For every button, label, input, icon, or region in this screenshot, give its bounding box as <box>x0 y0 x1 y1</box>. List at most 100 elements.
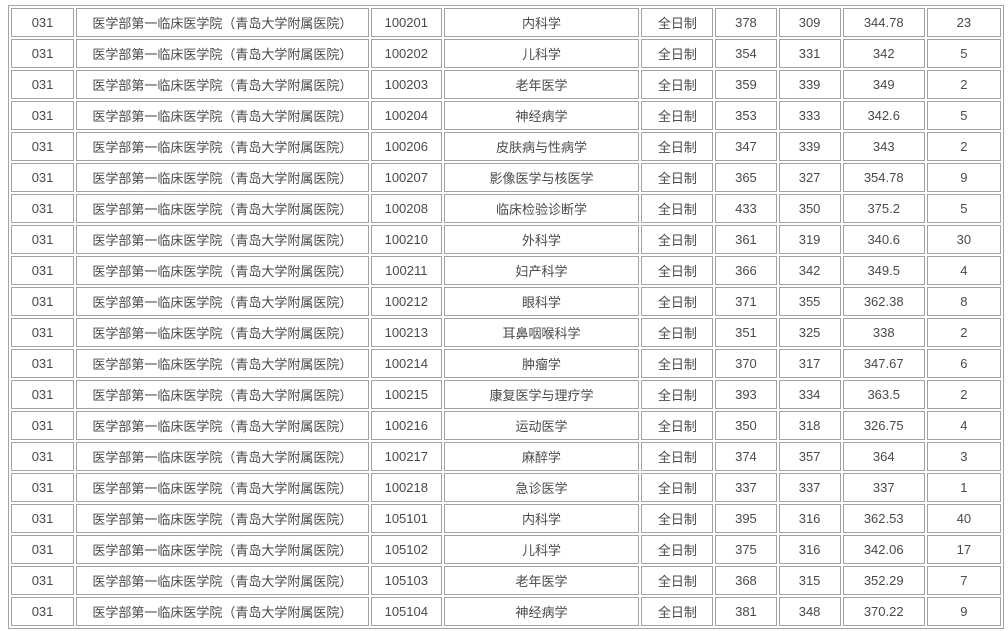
cell-college-name: 医学部第一临床医学院（青岛大学附属医院） <box>76 225 369 254</box>
cell-count: 9 <box>926 163 1001 192</box>
cell-major-code: 100217 <box>370 442 442 471</box>
cell-count: 2 <box>926 132 1001 161</box>
cell-major-code: 100204 <box>370 101 442 130</box>
cell-count: 4 <box>926 411 1001 440</box>
cell-college-name: 医学部第一临床医学院（青岛大学附属医院） <box>76 39 369 68</box>
cell-count: 3 <box>926 442 1001 471</box>
cell-major-name: 老年医学 <box>443 70 640 99</box>
cell-college-code: 031 <box>11 194 75 223</box>
cell-major-name: 儿科学 <box>443 39 640 68</box>
cell-score-high: 354 <box>715 39 777 68</box>
cell-study-mode: 全日制 <box>641 349 714 378</box>
cell-major-code: 100207 <box>370 163 442 192</box>
cell-college-code: 031 <box>11 8 75 37</box>
cell-count: 5 <box>926 101 1001 130</box>
cell-count: 7 <box>926 566 1001 595</box>
cell-score-low: 333 <box>778 101 841 130</box>
cell-count: 2 <box>926 70 1001 99</box>
cell-score-low: 316 <box>778 535 841 564</box>
cell-major-code: 105102 <box>370 535 442 564</box>
table-row: 031 医学部第一临床医学院（青岛大学附属医院） 100212 眼科学 全日制 … <box>11 287 1001 316</box>
table-row: 031 医学部第一临床医学院（青岛大学附属医院） 100210 外科学 全日制 … <box>11 225 1001 254</box>
cell-score-avg: 342.6 <box>842 101 925 130</box>
cell-score-high: 347 <box>715 132 777 161</box>
cell-score-avg: 340.6 <box>842 225 925 254</box>
table-row: 031 医学部第一临床医学院（青岛大学附属医院） 100217 麻醉学 全日制 … <box>11 442 1001 471</box>
cell-count: 6 <box>926 349 1001 378</box>
cell-score-high: 393 <box>715 380 777 409</box>
table-row: 031 医学部第一临床医学院（青岛大学附属医院） 100203 老年医学 全日制… <box>11 70 1001 99</box>
cell-college-name: 医学部第一临床医学院（青岛大学附属医院） <box>76 380 369 409</box>
cell-score-avg: 375.2 <box>842 194 925 223</box>
cell-count: 40 <box>926 504 1001 533</box>
cell-score-high: 351 <box>715 318 777 347</box>
cell-score-low: 318 <box>778 411 841 440</box>
cell-college-code: 031 <box>11 287 75 316</box>
cell-major-code: 100215 <box>370 380 442 409</box>
cell-score-avg: 342 <box>842 39 925 68</box>
cell-score-low: 339 <box>778 132 841 161</box>
cell-score-low: 350 <box>778 194 841 223</box>
cell-major-code: 100208 <box>370 194 442 223</box>
cell-major-code: 100210 <box>370 225 442 254</box>
cell-score-high: 350 <box>715 411 777 440</box>
cell-study-mode: 全日制 <box>641 566 714 595</box>
cell-study-mode: 全日制 <box>641 132 714 161</box>
cell-major-code: 100203 <box>370 70 442 99</box>
admission-score-table: 031 医学部第一临床医学院（青岛大学附属医院） 100201 内科学 全日制 … <box>8 5 1004 629</box>
cell-score-avg: 338 <box>842 318 925 347</box>
cell-study-mode: 全日制 <box>641 380 714 409</box>
cell-college-name: 医学部第一临床医学院（青岛大学附属医院） <box>76 349 369 378</box>
cell-major-code: 105101 <box>370 504 442 533</box>
cell-college-name: 医学部第一临床医学院（青岛大学附属医院） <box>76 504 369 533</box>
cell-college-code: 031 <box>11 380 75 409</box>
cell-major-name: 急诊医学 <box>443 473 640 502</box>
cell-study-mode: 全日制 <box>641 225 714 254</box>
cell-score-high: 371 <box>715 287 777 316</box>
cell-major-name: 康复医学与理疗学 <box>443 380 640 409</box>
table-row: 031 医学部第一临床医学院（青岛大学附属医院） 105102 儿科学 全日制 … <box>11 535 1001 564</box>
cell-major-code: 100216 <box>370 411 442 440</box>
table-row: 031 医学部第一临床医学院（青岛大学附属医院） 100215 康复医学与理疗学… <box>11 380 1001 409</box>
cell-college-name: 医学部第一临床医学院（青岛大学附属医院） <box>76 256 369 285</box>
cell-score-avg: 352.29 <box>842 566 925 595</box>
cell-study-mode: 全日制 <box>641 535 714 564</box>
table-row: 031 医学部第一临床医学院（青岛大学附属医院） 100202 儿科学 全日制 … <box>11 39 1001 68</box>
cell-score-low: 355 <box>778 287 841 316</box>
cell-score-high: 378 <box>715 8 777 37</box>
cell-college-code: 031 <box>11 504 75 533</box>
cell-study-mode: 全日制 <box>641 318 714 347</box>
cell-college-name: 医学部第一临床医学院（青岛大学附属医院） <box>76 566 369 595</box>
cell-college-name: 医学部第一临床医学院（青岛大学附属医院） <box>76 287 369 316</box>
cell-score-high: 353 <box>715 101 777 130</box>
table-row: 031 医学部第一临床医学院（青岛大学附属医院） 105103 老年医学 全日制… <box>11 566 1001 595</box>
cell-study-mode: 全日制 <box>641 70 714 99</box>
cell-score-low: 342 <box>778 256 841 285</box>
cell-major-code: 100206 <box>370 132 442 161</box>
cell-major-name: 肿瘤学 <box>443 349 640 378</box>
cell-study-mode: 全日制 <box>641 39 714 68</box>
cell-score-avg: 364 <box>842 442 925 471</box>
cell-college-name: 医学部第一临床医学院（青岛大学附属医院） <box>76 535 369 564</box>
table-row: 031 医学部第一临床医学院（青岛大学附属医院） 100213 耳鼻咽喉科学 全… <box>11 318 1001 347</box>
table-row: 031 医学部第一临床医学院（青岛大学附属医院） 100207 影像医学与核医学… <box>11 163 1001 192</box>
cell-score-low: 327 <box>778 163 841 192</box>
cell-study-mode: 全日制 <box>641 597 714 626</box>
cell-count: 2 <box>926 318 1001 347</box>
table-row: 031 医学部第一临床医学院（青岛大学附属医院） 100206 皮肤病与性病学 … <box>11 132 1001 161</box>
cell-study-mode: 全日制 <box>641 442 714 471</box>
cell-major-name: 临床检验诊断学 <box>443 194 640 223</box>
cell-score-avg: 354.78 <box>842 163 925 192</box>
cell-college-name: 医学部第一临床医学院（青岛大学附属医院） <box>76 8 369 37</box>
cell-college-code: 031 <box>11 101 75 130</box>
cell-major-name: 神经病学 <box>443 597 640 626</box>
cell-college-code: 031 <box>11 39 75 68</box>
cell-score-high: 370 <box>715 349 777 378</box>
cell-college-code: 031 <box>11 473 75 502</box>
cell-college-name: 医学部第一临床医学院（青岛大学附属医院） <box>76 411 369 440</box>
cell-college-code: 031 <box>11 411 75 440</box>
cell-major-name: 影像医学与核医学 <box>443 163 640 192</box>
cell-college-code: 031 <box>11 597 75 626</box>
cell-score-low: 337 <box>778 473 841 502</box>
cell-major-name: 内科学 <box>443 8 640 37</box>
